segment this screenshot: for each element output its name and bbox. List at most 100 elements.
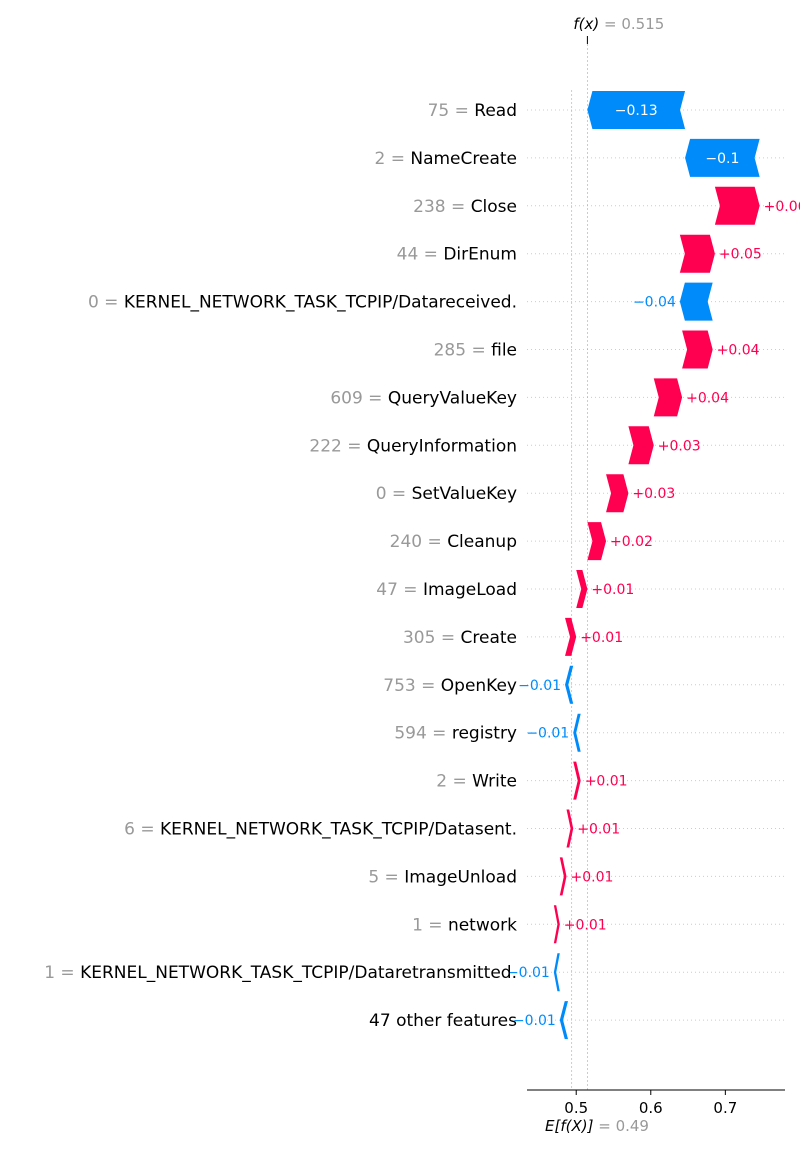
feature-label: 0 = SetValueKey — [376, 484, 517, 504]
feature-name: KERNEL_NETWORK_TASK_TCPIP/Dataretransmit… — [80, 963, 517, 983]
bar-value-label: +0.01 — [585, 774, 628, 790]
feature-name: OpenKey — [441, 676, 517, 696]
feature-label: 0 = KERNEL_NETWORK_TASK_TCPIP/Datareceiv… — [88, 293, 517, 313]
feature-label: 44 = DirEnum — [397, 245, 517, 265]
feature-equals: = — [423, 915, 448, 935]
feature-name: ImageUnload — [404, 867, 517, 887]
bar-value-label: +0.01 — [564, 917, 607, 933]
feature-label: 47 other features — [369, 1011, 517, 1031]
bar-value-label: −0.01 — [513, 1013, 556, 1029]
feature-value: 609 — [330, 388, 362, 408]
waterfall-bar — [685, 138, 760, 177]
feature-value: 1 — [412, 915, 423, 935]
bar-value-label: +0.02 — [610, 534, 653, 550]
base-equals: = — [593, 1117, 615, 1135]
feature-name: KERNEL_NETWORK_TASK_TCPIP/Datareceived. — [124, 293, 517, 313]
feature-label: 285 = file — [434, 341, 517, 361]
bar-value-label: −0.01 — [507, 965, 550, 981]
feature-equals: = — [398, 580, 423, 600]
feature-label: 5 = ImageUnload — [368, 867, 517, 887]
waterfall-bar — [653, 378, 683, 417]
feature-name: network — [448, 915, 517, 935]
feature-name: Cleanup — [447, 532, 517, 552]
waterfall-bar — [565, 617, 577, 656]
feature-value: 240 — [390, 532, 422, 552]
feature-name: Close — [471, 197, 517, 217]
waterfall-bar — [587, 522, 607, 561]
feature-equals: = — [387, 484, 412, 504]
feature-equals: = — [418, 245, 443, 265]
bar-value-label: −0.04 — [633, 295, 676, 311]
fx-label: f(x) = 0.515 — [573, 15, 664, 33]
feature-value: 75 — [428, 101, 450, 121]
feature-value: 2 — [374, 149, 385, 169]
feature-equals: = — [416, 676, 441, 696]
waterfall-bar — [559, 857, 567, 896]
bar-value-label: +0.01 — [591, 582, 634, 598]
fx-value: 0.515 — [621, 15, 664, 33]
bar-value-label: +0.01 — [571, 869, 614, 885]
feature-value: 594 — [394, 724, 426, 744]
bar-value-label: +0.06 — [764, 199, 800, 215]
waterfall-bar — [576, 570, 588, 608]
feature-label: 305 = Create — [403, 628, 517, 648]
feature-label: 2 = Write — [436, 772, 517, 792]
feature-label: 609 = QueryValueKey — [330, 388, 517, 408]
feature-value: 238 — [413, 197, 445, 217]
bar-value-label: −0.13 — [615, 103, 658, 119]
feature-value: 305 — [403, 628, 435, 648]
feature-value: 6 — [124, 820, 135, 840]
waterfall-bar — [587, 91, 686, 129]
waterfall-bar — [553, 905, 560, 944]
feature-name: SetValueKey — [412, 484, 517, 504]
feature-label: 753 = OpenKey — [383, 676, 517, 696]
feature-value: 222 — [309, 436, 341, 456]
feature-value: 0 — [88, 293, 99, 313]
bar-value-label: −0.01 — [518, 678, 561, 694]
feature-equals: = — [385, 149, 410, 169]
feature-equals: = — [379, 867, 404, 887]
feature-label: 6 = KERNEL_NETWORK_TASK_TCPIP/Datasent. — [124, 820, 517, 840]
feature-name: NameCreate — [410, 149, 517, 169]
feature-name: registry — [452, 724, 517, 744]
waterfall-bar — [628, 426, 654, 465]
feature-equals: = — [342, 436, 367, 456]
feature-value: 5 — [368, 867, 379, 887]
feature-name: DirEnum — [443, 245, 517, 265]
bar-value-label: +0.01 — [580, 630, 623, 646]
waterfall-bar — [679, 234, 715, 273]
feature-name: file — [491, 341, 517, 361]
feature-label: 2 = NameCreate — [374, 149, 517, 169]
feature-equals: = — [446, 197, 471, 217]
bar-value-label: +0.04 — [717, 343, 760, 359]
feature-value: 2 — [436, 772, 447, 792]
feature-label: 240 = Cleanup — [390, 532, 517, 552]
feature-equals: = — [422, 532, 447, 552]
waterfall-bar — [573, 761, 581, 800]
feature-name: QueryInformation — [367, 436, 517, 456]
feature-name: KERNEL_NETWORK_TASK_TCPIP/Datasent. — [160, 820, 517, 840]
feature-equals: = — [435, 628, 460, 648]
x-tick-label: 0.6 — [639, 1099, 663, 1117]
bar-value-label: −0.1 — [705, 151, 739, 167]
waterfall-bar — [573, 713, 581, 752]
waterfall-bar — [679, 282, 713, 321]
feature-equals: = — [447, 772, 472, 792]
base-prefix: E[f(X)] — [545, 1117, 594, 1135]
waterfall-bar — [565, 665, 574, 704]
waterfall-bar — [714, 186, 760, 225]
feature-equals: = — [99, 293, 124, 313]
feature-name: QueryValueKey — [388, 388, 517, 408]
feature-name: Create — [461, 628, 518, 648]
feature-label: 1 = KERNEL_NETWORK_TASK_TCPIP/Dataretran… — [44, 963, 517, 983]
feature-value: 47 — [376, 580, 398, 600]
feature-label: 222 = QueryInformation — [309, 436, 517, 456]
feature-label: 75 = Read — [428, 101, 517, 121]
bar-value-label: +0.04 — [686, 390, 729, 406]
feature-value: 44 — [397, 245, 419, 265]
waterfall-bar — [682, 330, 713, 369]
waterfall-bar — [559, 1001, 569, 1040]
bar-value-label: +0.05 — [719, 247, 762, 263]
waterfall-bar — [566, 809, 574, 848]
bar-value-label: +0.03 — [632, 486, 675, 502]
